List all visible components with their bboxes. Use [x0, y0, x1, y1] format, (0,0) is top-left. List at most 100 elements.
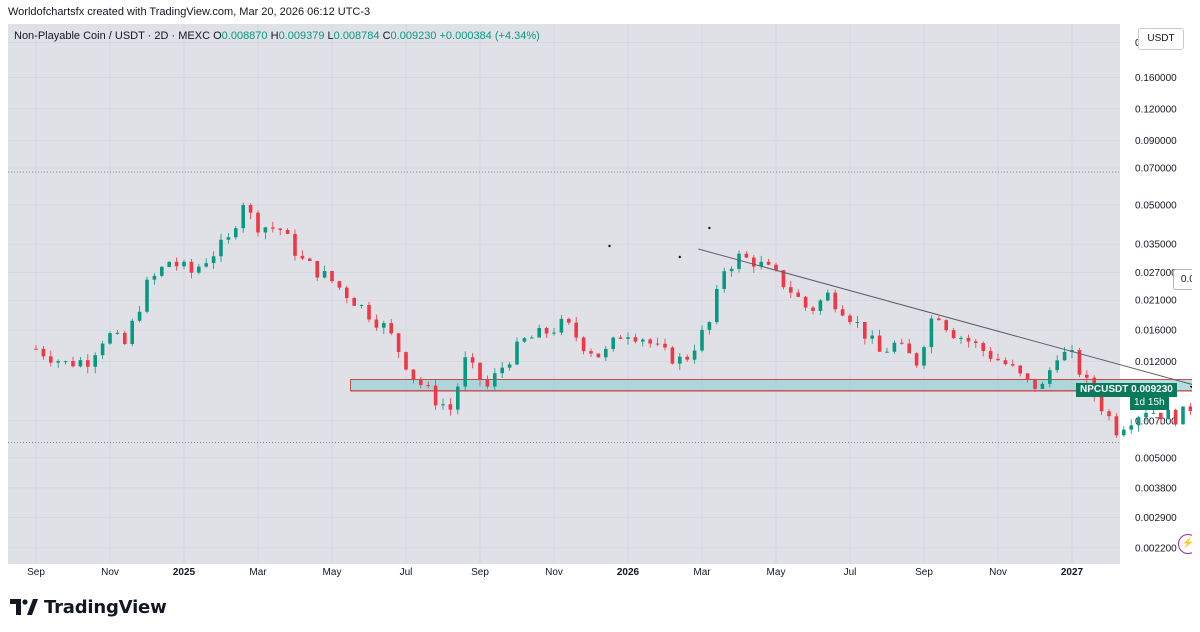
candle-body	[441, 404, 445, 406]
candle-body	[411, 369, 416, 380]
tradingview-logo[interactable]: TradingView	[10, 596, 167, 618]
candle-body	[552, 332, 556, 334]
descending-trendline	[698, 248, 1192, 385]
y-tick-label: 0.070000	[1135, 164, 1177, 175]
candle-body	[892, 342, 897, 352]
x-tick-label: May	[323, 567, 342, 578]
candle-body	[670, 347, 675, 364]
candle-body	[663, 343, 667, 348]
high-label: H	[270, 30, 279, 42]
x-tick-label: Jul	[844, 567, 857, 578]
candle-body	[981, 343, 985, 352]
candle-body	[1085, 374, 1089, 378]
candlestick-chart[interactable]: 0.2200000.1600000.1200000.0900000.070000…	[8, 24, 1192, 580]
candle-body	[1136, 417, 1141, 426]
candle-body	[1055, 360, 1059, 371]
candle-body	[456, 386, 460, 410]
candle-body	[1107, 411, 1111, 417]
candle-body	[396, 333, 401, 353]
y-tick-label: 0.160000	[1135, 73, 1177, 84]
candle-body	[426, 384, 430, 386]
candle-body	[752, 257, 756, 267]
chart-area[interactable]: 0.2200000.1600000.1200000.0900000.070000…	[8, 24, 1192, 580]
candle-body	[796, 292, 800, 297]
candle-body	[700, 329, 704, 351]
candle-body	[626, 337, 630, 339]
candle-body	[655, 343, 660, 345]
y-tick-label: 0.050000	[1135, 200, 1177, 211]
candle-body	[41, 348, 46, 357]
candle-body	[530, 337, 534, 339]
candle-body	[729, 268, 734, 272]
ticker-name: NPCUSDT	[1080, 384, 1129, 396]
candle-body	[1062, 351, 1067, 361]
candle-body	[715, 288, 719, 323]
candle-body	[722, 271, 726, 289]
candle-body	[100, 343, 105, 356]
candle-body	[559, 318, 564, 333]
lightning-bolt-icon[interactable]: ⚡	[1177, 534, 1192, 554]
stray-dot	[708, 226, 711, 230]
candle-body	[818, 300, 823, 311]
candle-body	[988, 351, 993, 359]
candle-body	[515, 341, 519, 365]
candle-body	[611, 337, 615, 349]
candle-body	[974, 341, 978, 344]
candle-body	[581, 337, 586, 352]
candle-body	[685, 356, 689, 360]
candle-body	[1077, 350, 1082, 375]
candle-body	[759, 261, 763, 267]
candle-body	[574, 322, 578, 338]
change-value: +0.000384 (+4.34%)	[439, 30, 540, 42]
candle-body	[522, 338, 527, 342]
candle-body	[174, 261, 179, 267]
candle-body	[167, 261, 171, 267]
candle-body	[604, 348, 608, 358]
candle-body	[419, 379, 423, 385]
candle-body	[922, 347, 926, 366]
candle-body	[330, 271, 334, 282]
candle-body	[404, 352, 408, 370]
candle-body	[308, 258, 312, 261]
candle-body	[300, 255, 305, 259]
candle-body	[1151, 412, 1156, 414]
candle-body	[485, 379, 490, 387]
candle-body	[226, 237, 231, 240]
low-label: L	[327, 30, 334, 42]
y-tick-label: 0.002200	[1135, 543, 1177, 554]
candle-body	[130, 320, 134, 345]
candle-body	[929, 318, 934, 348]
candle-body	[448, 404, 453, 410]
candle-body	[145, 279, 149, 312]
candle-body	[537, 327, 541, 338]
candle-body	[959, 337, 963, 339]
y-tick-label: 0.027000	[1135, 268, 1177, 279]
candle-body	[86, 360, 90, 367]
symbol-legend: Non-Playable Coin / USDT · 2D · MEXC O0.…	[14, 30, 540, 42]
close-value: 0.009230	[390, 30, 437, 42]
candle-body	[367, 304, 371, 320]
x-tick-label: 2026	[617, 567, 640, 578]
x-tick-label: Nov	[989, 567, 1007, 578]
candle-body	[108, 333, 112, 344]
bar-countdown: 1d 15h	[1130, 396, 1169, 411]
candle-body	[826, 292, 830, 301]
currency-button[interactable]: USDT	[1138, 28, 1184, 50]
candle-body	[337, 281, 342, 288]
candle-body	[811, 307, 815, 311]
candle-body	[870, 335, 874, 339]
y-tick-label: 0.021000	[1135, 296, 1177, 307]
candle-body	[234, 228, 238, 238]
candle-body	[803, 296, 808, 308]
y-tick-label: 0.035000	[1135, 240, 1177, 251]
close-label: C	[382, 30, 391, 42]
candle-body	[737, 253, 741, 269]
candle-body	[56, 361, 60, 363]
open-value: 0.008870	[221, 30, 268, 42]
candle-body	[1114, 416, 1119, 436]
candle-body	[966, 337, 971, 342]
candle-body	[63, 361, 68, 363]
y-tick-label: 0.012000	[1135, 357, 1177, 368]
candle-body	[944, 320, 948, 331]
candle-body	[271, 227, 275, 229]
